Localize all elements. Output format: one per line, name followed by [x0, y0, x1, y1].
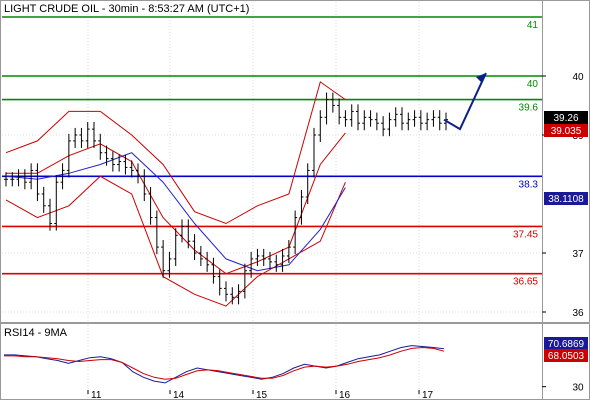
- moving-average-line: [5, 152, 346, 272]
- price-label-box-moving_average: [544, 192, 588, 205]
- price-axis-label: 37: [572, 249, 584, 260]
- forecast-arrow: [443, 72, 487, 131]
- bollinger-bands: [5, 81, 346, 307]
- rsi-value-box-rsi: [544, 337, 588, 350]
- time-axis-label: 15: [256, 390, 268, 400]
- rsi-value-label: 70.6869: [548, 339, 585, 350]
- rsi-axis-label: 30: [572, 383, 584, 394]
- price-axis-label: 36: [572, 308, 584, 319]
- price-label-box-bollinger_mid: [544, 124, 588, 137]
- key-level-label: 36.65: [513, 277, 538, 288]
- moving-average: [5, 152, 346, 272]
- forecast-arrow-line: [443, 72, 487, 131]
- key-levels: 41 40 39.6 38.3 37.45 36.65: [2, 16, 542, 288]
- time-axis: 11 14 15 16 17: [87, 390, 434, 400]
- bollinger-middle: [6, 132, 346, 275]
- key-level-label: 37.45: [513, 229, 538, 240]
- bollinger-lower: [5, 175, 346, 307]
- key-level-label: 38.3: [519, 179, 539, 190]
- key-level-label: 39.6: [519, 103, 539, 114]
- rsi-panel-frame: [0, 323, 590, 400]
- price-panel-frame: [0, 0, 590, 323]
- price-axis-label: 40: [572, 72, 584, 83]
- bollinger-upper: [5, 81, 346, 225]
- key-level-label: 41: [527, 20, 539, 31]
- price-label-box-current_price: [544, 111, 588, 124]
- time-axis-label: 16: [339, 390, 351, 400]
- rsi-value-label: 68.0503: [548, 351, 585, 362]
- key-level-label: 40: [527, 79, 539, 90]
- price-label-value: 38.1108: [548, 194, 584, 205]
- forecast-arrow-head: [476, 73, 486, 84]
- rsi-value-box-rsi_ma: [544, 349, 588, 362]
- price-label-value: 39.035: [551, 126, 582, 137]
- time-axis-label: 11: [91, 390, 102, 400]
- time-axis-label: 17: [422, 390, 434, 400]
- chart-title: LIGHT CRUDE OIL - 30min - 8:53:27 AM (UT…: [4, 3, 249, 15]
- rsi-panel-title: RSI14 - 9MA: [4, 327, 68, 339]
- rsi-series-ma: [4, 346, 445, 380]
- time-axis-label: 14: [173, 390, 185, 400]
- price-bars: [4, 92, 448, 305]
- price-label-value: 39.26: [553, 113, 578, 124]
